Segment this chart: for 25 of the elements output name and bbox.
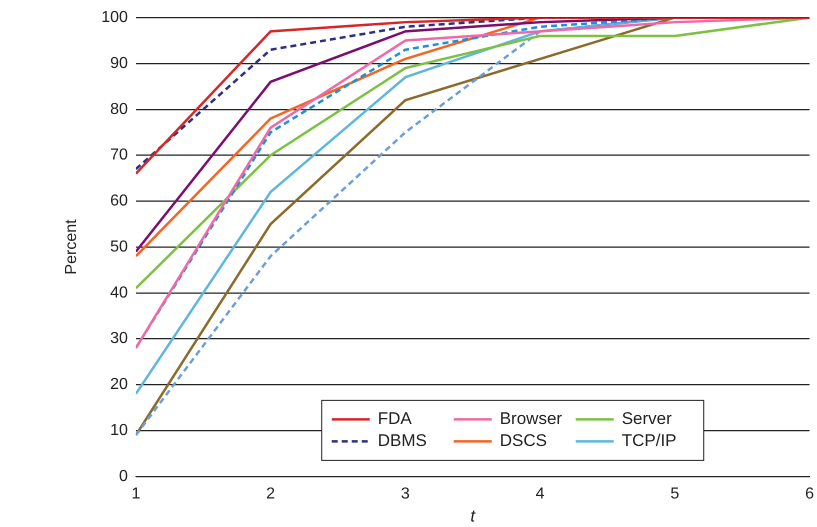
legend-label: TCP/IP	[622, 431, 677, 450]
y-tick-label: 90	[110, 54, 128, 72]
y-tick-label: 80	[110, 100, 128, 118]
y-tick-label: 30	[110, 330, 128, 348]
y-axis-title: Percent	[63, 218, 80, 275]
legend-label: Browser	[500, 409, 562, 428]
y-tick-label: 10	[110, 422, 128, 439]
legend-label: DBMS	[378, 431, 427, 450]
y-tick-label: 0	[118, 468, 128, 485]
x-tick-label: 3	[400, 485, 410, 502]
x-tick-label: 6	[805, 485, 814, 502]
legend-label: Server	[622, 409, 672, 428]
x-tick-label: 1	[131, 485, 140, 502]
x-tick-label: 2	[266, 485, 276, 502]
y-tick-label: 50	[110, 238, 128, 256]
y-tick-label: 20	[110, 376, 128, 394]
y-tick-label: 60	[110, 192, 128, 210]
y-tick-label: 40	[110, 284, 128, 302]
x-axis-title: t	[470, 506, 476, 526]
y-tick-label: 70	[110, 146, 128, 164]
y-tick-label: 100	[101, 9, 128, 26]
legend-label: FDA	[378, 409, 412, 428]
x-tick-label: 5	[670, 485, 680, 502]
legend-label: DSCS	[500, 431, 547, 450]
x-tick-label: 4	[536, 485, 545, 502]
